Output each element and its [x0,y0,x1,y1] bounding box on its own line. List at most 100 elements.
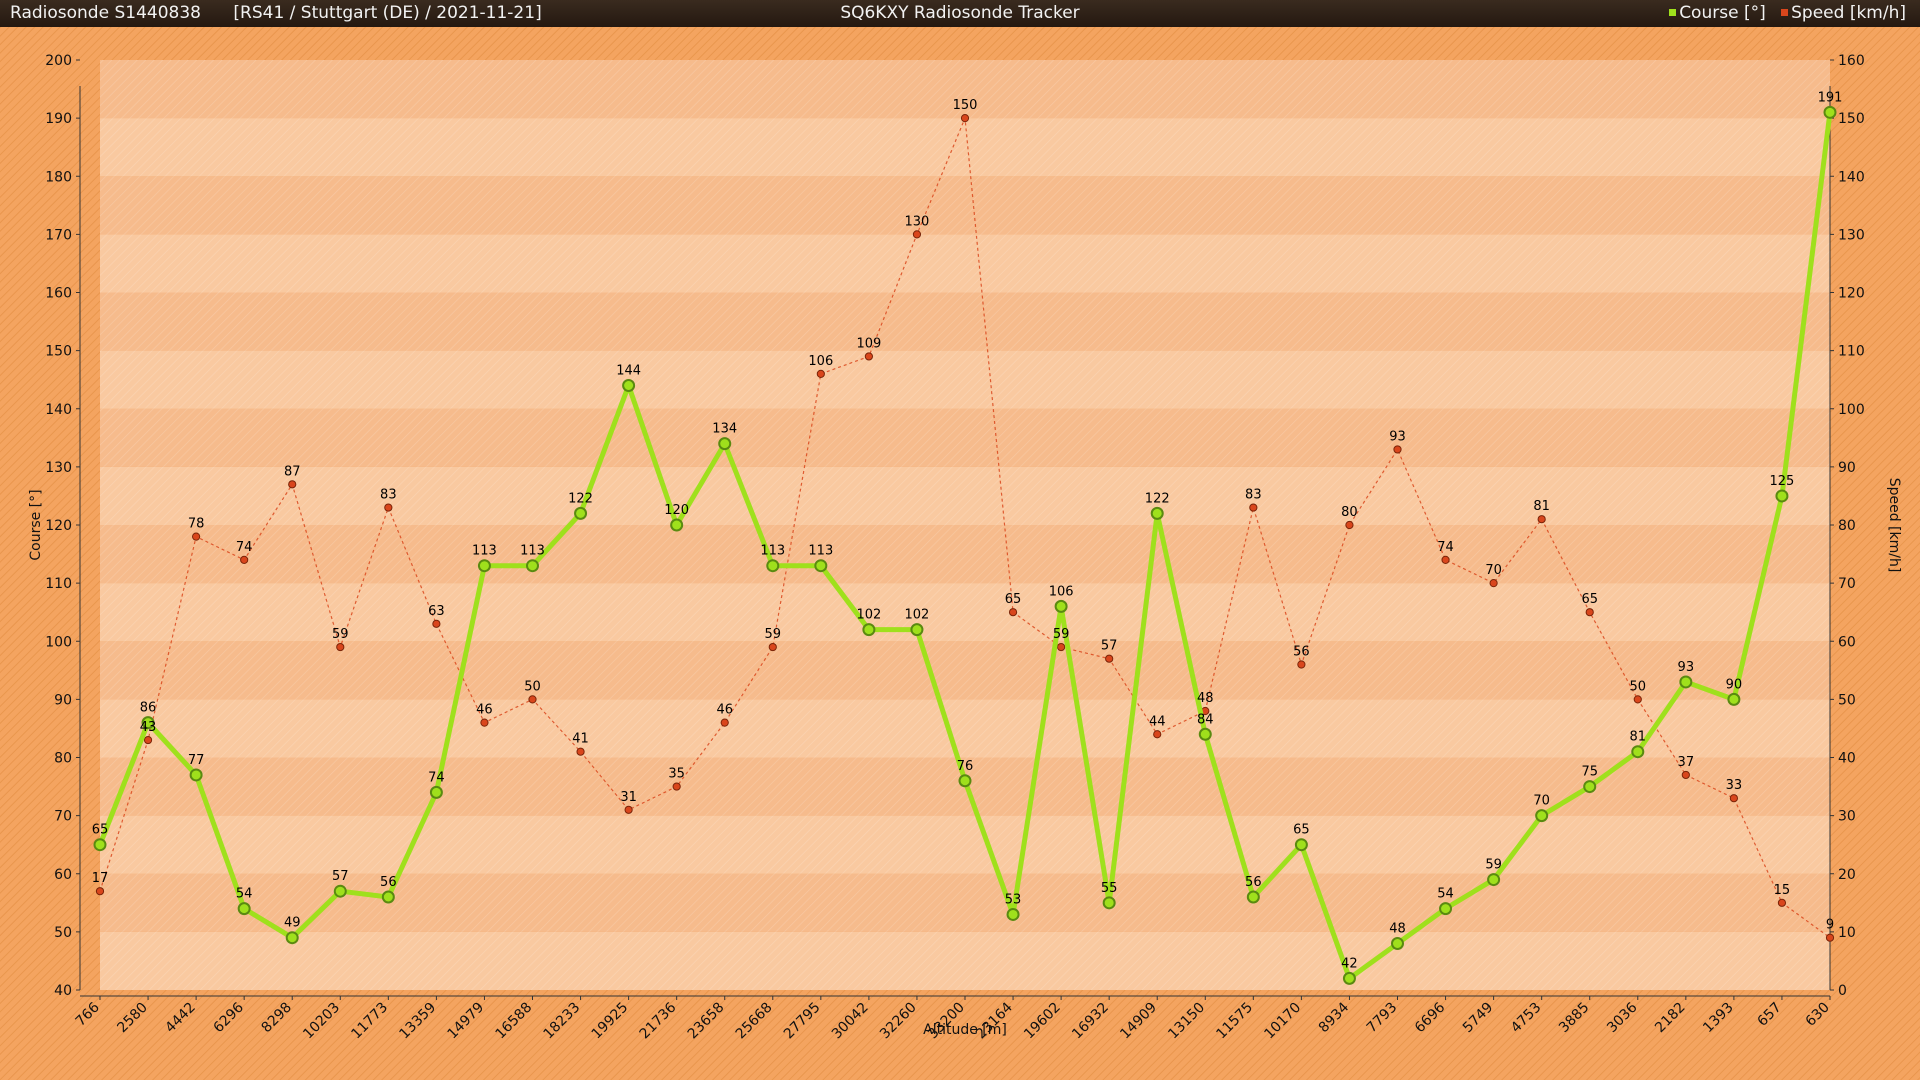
speed-point[interactable] [720,718,729,727]
right-tick-label: 20 [1838,867,1856,883]
speed-point[interactable] [1729,794,1738,803]
course-point[interactable] [93,838,107,852]
speed-point[interactable] [1249,503,1258,512]
course-data-label: 113 [808,544,833,559]
speed-point[interactable] [1681,770,1690,780]
course-point[interactable] [958,774,972,788]
speed-data-label: 35 [668,767,685,782]
speed-point[interactable] [1633,695,1642,704]
window-titlebar: Radiosonde S1440838 [RS41 / Stuttgart (D… [0,0,1920,27]
right-tick-label: 120 [1838,286,1865,302]
speed-point[interactable] [143,735,153,745]
course-point[interactable] [1487,873,1501,887]
speed-data-label: 83 [380,488,397,503]
course-point[interactable] [1102,896,1116,910]
speed-data-label: 46 [476,703,493,718]
course-point[interactable] [910,623,924,637]
course-point[interactable] [526,559,539,573]
speed-point[interactable] [1825,933,1835,942]
speed-point[interactable] [576,747,585,756]
course-point[interactable] [1727,692,1741,706]
speed-point[interactable] [960,114,970,123]
speed-data-label: 37 [1678,755,1695,770]
speed-point[interactable] [1585,608,1594,617]
right-tick-label: 50 [1838,692,1856,708]
course-point[interactable] [429,785,443,799]
speed-point[interactable] [192,532,201,541]
course-point[interactable] [237,902,251,916]
course-point[interactable] [1439,902,1453,916]
speed-point[interactable] [95,887,105,896]
course-point[interactable] [285,931,299,945]
course-point[interactable] [381,890,395,904]
left-tick-label: 100 [45,634,72,650]
course-point[interactable] [574,506,588,520]
course-point[interactable] [1198,727,1212,741]
course-point[interactable] [1679,675,1693,689]
speed-point[interactable] [1441,555,1450,564]
course-point[interactable] [1775,489,1789,503]
speed-data-label: 80 [1341,505,1358,520]
speed-point[interactable] [1537,515,1546,524]
course-point[interactable] [1342,971,1356,985]
course-point[interactable] [814,559,828,573]
speed-data-label: 81 [1533,499,1550,514]
speed-point[interactable] [432,619,441,628]
speed-point[interactable] [480,718,489,727]
speed-point[interactable] [816,369,825,378]
course-point[interactable] [718,437,732,451]
speed-point[interactable] [240,555,249,564]
course-point[interactable] [766,559,780,573]
speed-point[interactable] [1777,898,1787,907]
speed-point[interactable] [768,642,777,652]
course-point[interactable] [1150,506,1164,520]
course-legend-label[interactable]: Course [°] [1679,3,1766,23]
course-point[interactable] [333,884,347,898]
speed-point[interactable] [1489,579,1498,588]
speed-point[interactable] [672,782,681,791]
speed-point[interactable] [1297,660,1306,669]
speed-point[interactable] [864,352,873,361]
course-data-label: 74 [428,770,445,785]
course-data-label: 48 [1389,922,1406,937]
speed-point[interactable] [1393,445,1402,454]
course-point[interactable] [622,379,636,392]
course-series [93,105,1837,985]
course-point[interactable] [670,518,684,532]
speed-point[interactable] [384,503,393,512]
course-point[interactable] [862,623,876,637]
speed-point[interactable] [288,480,297,489]
course-point[interactable] [1583,780,1597,794]
speed-point[interactable] [1057,642,1066,652]
course-point[interactable] [477,559,491,573]
course-point[interactable] [1535,809,1549,823]
course-point[interactable] [1294,838,1308,852]
speed-data-label: 65 [1581,592,1598,607]
speed-point[interactable] [1008,608,1018,617]
course-point[interactable] [1391,937,1404,950]
speed-point[interactable] [528,695,537,704]
course-data-label: 65 [1293,823,1310,838]
course-point[interactable] [1006,907,1020,921]
right-tick-label: 10 [1838,925,1856,941]
course-point[interactable] [189,768,203,782]
speed-point[interactable] [336,642,345,652]
speed-point[interactable] [912,230,922,239]
speed-point[interactable] [624,805,633,814]
chart-legend[interactable]: Course [°] Speed [km/h] [1659,0,1906,27]
course-data-label: 53 [1005,892,1022,907]
left-axis-title: Course [°] [28,489,44,560]
speed-point[interactable] [1105,654,1114,663]
speed-legend-label[interactable]: Speed [km/h] [1791,3,1906,23]
course-data-label: 81 [1630,730,1647,745]
speed-data-label: 57 [1101,639,1118,654]
course-point[interactable] [141,716,155,730]
speed-point[interactable] [1153,730,1162,739]
course-point[interactable] [1631,745,1645,759]
course-data-label: 86 [140,701,157,716]
course-point[interactable] [1246,890,1260,904]
course-point[interactable] [1823,105,1837,119]
course-point[interactable] [1054,599,1068,613]
right-tick-label: 90 [1838,460,1856,476]
speed-point[interactable] [1345,520,1354,530]
